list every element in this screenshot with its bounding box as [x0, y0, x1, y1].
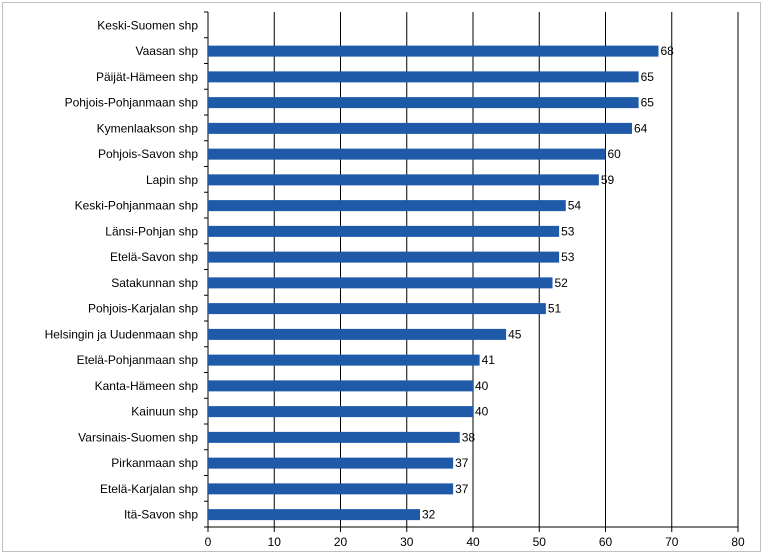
gridlines: [204, 11, 739, 532]
value-label: 45: [508, 327, 522, 341]
category-label: Etelä-Pohjanmaan shp: [77, 353, 199, 367]
bar: [208, 303, 546, 315]
x-tick-label: 30: [400, 535, 414, 549]
value-label: 64: [634, 121, 648, 135]
bars: [208, 45, 659, 521]
value-label: 51: [548, 302, 562, 316]
bar: [208, 225, 560, 237]
category-label: Pohjois-Savon shp: [98, 147, 198, 161]
category-label: Vaasan shp: [136, 44, 199, 58]
category-label: Kanta-Hämeen shp: [95, 379, 199, 393]
x-tick-label: 50: [533, 535, 547, 549]
value-labels: 68 65 65 64 60 59 54 53 53 52 51 45 41 40 40 38 37 37 32: [422, 44, 674, 522]
bar: [208, 277, 553, 289]
value-label: 52: [555, 276, 569, 290]
category-label: Länsi-Pohjan shp: [105, 224, 198, 238]
bar: [208, 45, 659, 57]
category-label: Satakunnan shp: [111, 276, 198, 290]
x-tick-label: 40: [466, 535, 480, 549]
value-label: 53: [561, 250, 575, 264]
category-label: Keski-Suomen shp: [97, 18, 198, 32]
value-label: 54: [568, 199, 582, 213]
bar: [208, 71, 639, 83]
value-label: 59: [601, 173, 615, 187]
bar: [208, 328, 507, 340]
category-label: Etelä-Savon shp: [110, 250, 198, 264]
category-label: Etelä-Karjalan shp: [100, 482, 198, 496]
bar: [208, 122, 632, 134]
value-label: 65: [641, 96, 655, 110]
value-label: 32: [422, 508, 436, 522]
bar: [208, 406, 473, 418]
category-label: Varsinais-Suomen shp: [78, 430, 198, 444]
value-label: 65: [641, 70, 655, 84]
category-label: Päijät-Hämeen shp: [96, 70, 198, 84]
category-label: Pohjois-Karjalan shp: [88, 302, 198, 316]
bar: [208, 431, 460, 443]
x-tick-label: 80: [731, 535, 745, 549]
value-label: 37: [455, 456, 469, 470]
category-label: Kainuun shp: [131, 405, 198, 419]
category-label: Kymenlaakson shp: [97, 121, 199, 135]
bar: [208, 483, 454, 495]
x-tick-label: 10: [268, 535, 282, 549]
value-label: 41: [482, 353, 496, 367]
category-labels: Keski-Suomen shp Vaasan shp Päijät-Hämeen …: [45, 18, 199, 521]
bar: [208, 251, 560, 263]
x-tick-label: 20: [334, 535, 348, 549]
category-label: Helsingin ja Uudenmaan shp: [45, 327, 199, 341]
bar: [208, 148, 606, 160]
value-label: 60: [608, 147, 622, 161]
bar: [208, 174, 599, 186]
value-label: 53: [561, 224, 575, 238]
bar: [208, 200, 566, 212]
value-label: 38: [462, 430, 476, 444]
value-label: 68: [661, 44, 675, 58]
bar: [208, 97, 639, 109]
value-label: 40: [475, 379, 489, 393]
x-tick-label: 60: [599, 535, 613, 549]
category-label: Pohjois-Pohjanmaan shp: [65, 96, 199, 110]
category-label: Itä-Savon shp: [124, 508, 198, 522]
bar: [208, 509, 420, 521]
category-label: Lapin shp: [146, 173, 198, 187]
category-label: Pirkanmaan shp: [111, 456, 198, 470]
x-tick-label: 70: [665, 535, 679, 549]
bar: [208, 380, 473, 392]
bar: [208, 457, 454, 469]
category-label: Keski-Pohjanmaan shp: [75, 199, 199, 213]
x-tick-labels: 0 10 20 30 40 50 60 70 80: [205, 535, 745, 549]
bar: [208, 354, 480, 366]
value-label: 40: [475, 405, 489, 419]
value-label: 37: [455, 482, 469, 496]
x-tick-label: 0: [205, 535, 212, 549]
